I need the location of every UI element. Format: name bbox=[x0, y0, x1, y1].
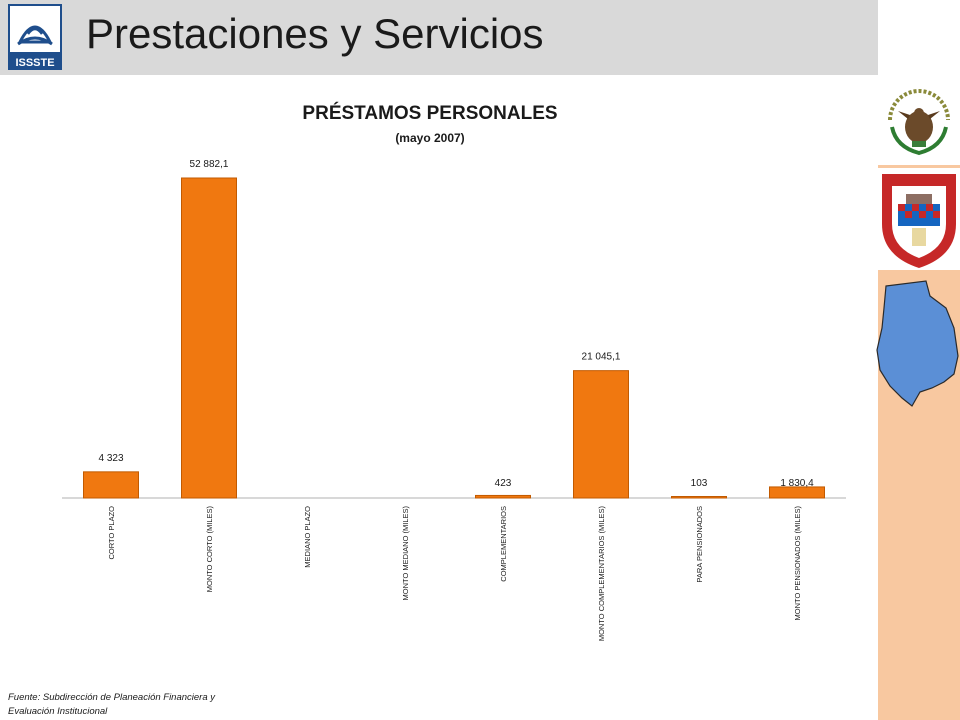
logo-text: ISSSTE bbox=[15, 57, 54, 69]
chart-subtitle: (mayo 2007) bbox=[395, 131, 465, 145]
data-label: 21 045,1 bbox=[582, 352, 621, 363]
bar bbox=[475, 494, 531, 499]
x-tick-label: MONTO PENSIONADOS (MILES) bbox=[793, 506, 802, 621]
footnote-line-2: Evaluación Institucional bbox=[8, 706, 108, 717]
x-tick-label: MEDIANO PLAZO bbox=[303, 506, 312, 568]
data-label: 1 830,4 bbox=[780, 478, 814, 489]
x-tick-label: PARA PENSIONADOS bbox=[695, 506, 704, 583]
bar bbox=[573, 370, 629, 499]
data-label: 4 323 bbox=[98, 453, 123, 464]
page-title: Prestaciones y Servicios bbox=[86, 10, 544, 57]
issste-logo: ISSSTE bbox=[8, 4, 62, 70]
coat-of-arms-box bbox=[878, 75, 960, 165]
x-tick-label: CORTO PLAZO bbox=[107, 506, 116, 560]
header-bar: ISSSTE Prestaciones y Servicios bbox=[0, 0, 878, 75]
bar bbox=[671, 496, 727, 499]
bar-chart: 4 323 CORTO PLAZO 52 882,1 MONTO CORTO (MIL… bbox=[62, 159, 846, 642]
data-label: 423 bbox=[495, 478, 512, 489]
x-tick-label: COMPLEMENTARIOS bbox=[499, 506, 508, 582]
data-label: 103 bbox=[691, 478, 708, 489]
chihuahua-shield-icon bbox=[882, 174, 956, 268]
source-footnote: Fuente: Subdirección de Planeación Finan… bbox=[8, 691, 268, 719]
sidebar-top bbox=[878, 0, 960, 75]
footnote-line-1: Fuente: Subdirección de Planeación Finan… bbox=[8, 692, 216, 703]
bar bbox=[181, 177, 237, 499]
x-tick-label: MONTO CORTO (MILES) bbox=[205, 506, 214, 593]
chihuahua-shield-box bbox=[878, 168, 960, 270]
bar bbox=[83, 471, 139, 499]
chihuahua-state-map-icon bbox=[876, 280, 959, 407]
chart-title: PRÉSTAMOS PERSONALES bbox=[302, 103, 558, 124]
x-tick-label: MONTO MEDIANO (MILES) bbox=[401, 506, 410, 601]
x-tick-label: MONTO COMPLEMENTARIOS (MILES) bbox=[597, 506, 606, 642]
bar bbox=[769, 486, 825, 499]
mexico-coat-of-arms-icon bbox=[888, 89, 950, 156]
data-label: 52 882,1 bbox=[190, 159, 229, 170]
